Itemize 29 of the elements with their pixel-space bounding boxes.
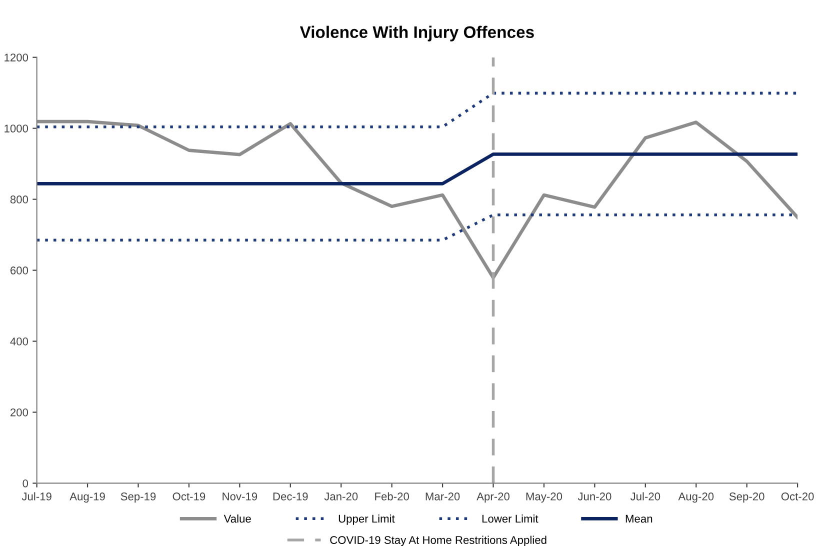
legend-label: Value: [224, 514, 251, 523]
y-tick-label: 1200: [4, 54, 28, 62]
legend-label: Mean: [626, 514, 652, 523]
legend-label: Upper Limit: [338, 514, 395, 525]
legend-label: COVID-19 Stay At Home Restritions Applied: [330, 536, 546, 546]
chart-title: Violence With Injury Offences: [300, 26, 534, 42]
x-tick-label: Jul-20: [630, 492, 660, 500]
y-tick-label: 800: [10, 196, 28, 204]
x-tick-label: Jan-20: [324, 492, 358, 500]
x-tick-label: Dec-19: [273, 492, 308, 500]
y-tick-label: 600: [10, 266, 28, 274]
x-tick-label: Aug-20: [678, 492, 714, 503]
x-tick-label: Sep-20: [729, 492, 764, 503]
legend-label: Lower Limit: [482, 514, 538, 523]
y-tick-label: 0: [22, 479, 28, 488]
x-tick-label: Jul-19: [22, 492, 52, 500]
x-tick-label: Oct-19: [172, 492, 206, 500]
y-tick-label: 200: [10, 408, 28, 416]
x-tick-label: Nov-19: [222, 492, 258, 500]
y-tick-label: 400: [10, 338, 28, 346]
x-tick-label: Aug-19: [70, 492, 105, 503]
x-tick-label: Feb-20: [375, 492, 409, 500]
x-tick-label: Apr-20: [476, 492, 510, 503]
x-tick-label: May-20: [526, 492, 562, 503]
x-tick-label: Jun-20: [578, 492, 612, 500]
y-tick-label: 1000: [4, 124, 28, 132]
x-tick-label: Oct-20: [781, 492, 814, 500]
x-tick-label: Sep-19: [120, 492, 156, 503]
x-tick-label: Mar-20: [426, 492, 460, 500]
